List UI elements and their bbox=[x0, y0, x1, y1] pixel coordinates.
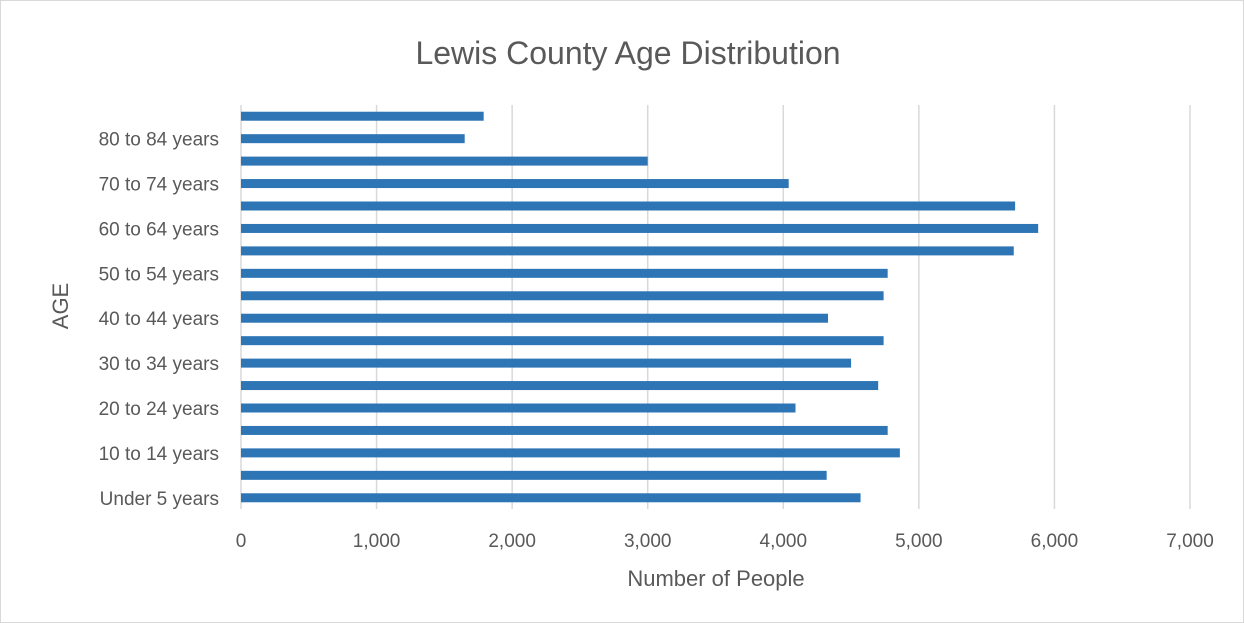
bar bbox=[241, 404, 795, 413]
bar bbox=[241, 448, 900, 457]
bar bbox=[241, 493, 861, 502]
x-tick-label: 5,000 bbox=[895, 531, 943, 552]
x-tick-label: 1,000 bbox=[353, 531, 401, 552]
bar bbox=[241, 291, 884, 300]
y-tick-label: 70 to 74 years bbox=[99, 175, 219, 196]
bar bbox=[241, 359, 851, 368]
x-axis-tick-labels: 0 1,000 2,000 3,000 4,000 5,000 6,000 7,000 bbox=[236, 531, 1214, 552]
y-tick-label: 40 to 44 years bbox=[99, 309, 219, 330]
bar bbox=[241, 224, 1038, 233]
x-tick-label: 6,000 bbox=[1031, 531, 1079, 552]
bar bbox=[241, 112, 484, 121]
x-tick-label: 3,000 bbox=[624, 531, 672, 552]
y-tick-label: 10 to 14 years bbox=[99, 444, 219, 465]
y-tick-label: 20 to 24 years bbox=[99, 399, 219, 420]
x-tick-label: 7,000 bbox=[1166, 531, 1214, 552]
bar bbox=[241, 471, 827, 480]
y-tick-label: 60 to 64 years bbox=[99, 219, 219, 240]
bar bbox=[241, 202, 1015, 211]
y-tick-label: 50 to 54 years bbox=[99, 264, 219, 285]
bar bbox=[241, 381, 878, 390]
x-tick-label: 2,000 bbox=[488, 531, 536, 552]
bar bbox=[241, 336, 884, 345]
y-tick-label: Under 5 years bbox=[100, 489, 219, 510]
bar bbox=[241, 246, 1014, 255]
y-tick-label: 80 to 84 years bbox=[99, 130, 219, 151]
bar bbox=[241, 134, 465, 143]
y-axis-tick-labels: Under 5 years 10 to 14 years 20 to 24 year… bbox=[99, 130, 219, 510]
x-tick-label: 4,000 bbox=[760, 531, 808, 552]
bar bbox=[241, 426, 888, 435]
x-axis-title: Number of People bbox=[627, 566, 804, 591]
y-tick-label: 30 to 34 years bbox=[99, 354, 219, 375]
bar bbox=[241, 179, 789, 188]
x-tick-label: 0 bbox=[236, 531, 247, 552]
bar bbox=[241, 157, 648, 166]
chart-title: Lewis County Age Distribution bbox=[415, 35, 840, 71]
y-axis-title: AGE bbox=[48, 283, 73, 329]
bar bbox=[241, 269, 888, 278]
bar bbox=[241, 314, 828, 323]
